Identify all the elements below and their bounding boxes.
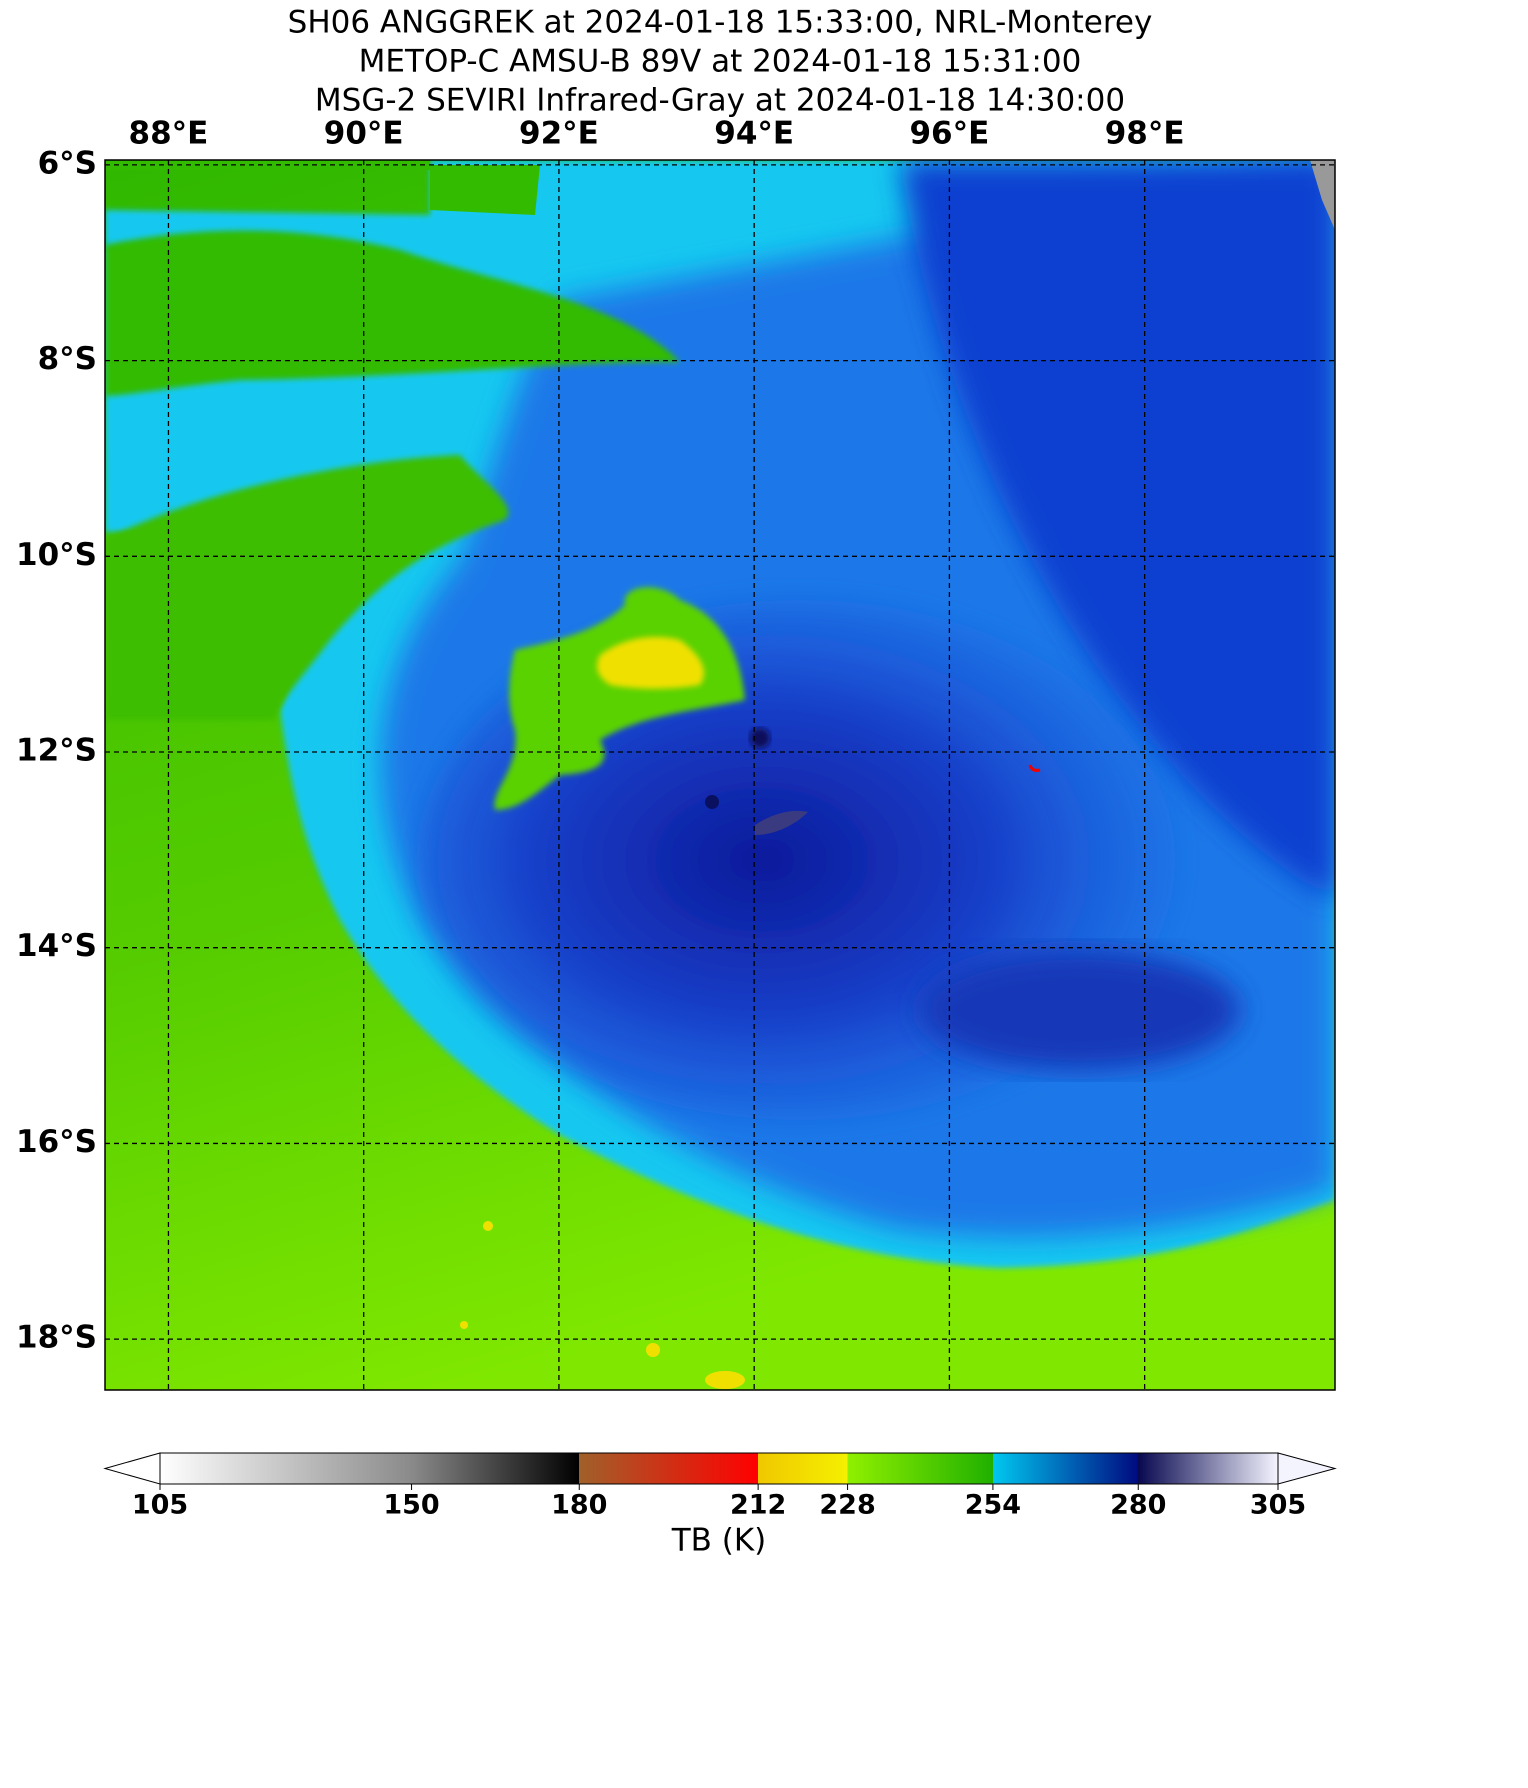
colorbar-tick-label: 254: [965, 1490, 1021, 1521]
lon-tick-label: 98°E: [1105, 116, 1185, 152]
colorbar-tick-label: 228: [819, 1490, 875, 1521]
colorbar-label: TB (K): [671, 1523, 767, 1559]
lat-tick-label: 18°S: [16, 1320, 97, 1356]
colorbar-tick-label: 105: [132, 1490, 188, 1521]
lon-tick-label: 90°E: [324, 116, 404, 152]
colorbar-tick-label: 305: [1250, 1490, 1306, 1521]
lon-tick-label: 92°E: [519, 116, 599, 152]
lat-tick-label: 6°S: [38, 145, 97, 181]
lat-tick-label: 14°S: [16, 928, 97, 964]
title-line: SH06 ANGGREK at 2024-01-18 15:33:00, NRL…: [288, 5, 1153, 41]
titles: SH06 ANGGREK at 2024-01-18 15:33:00, NRL…: [288, 5, 1153, 119]
title-line: MSG-2 SEVIRI Infrared-Gray at 2024-01-18…: [315, 83, 1125, 119]
colorbar-tick-label: 150: [383, 1490, 439, 1521]
colorbar-tick-label: 280: [1110, 1490, 1166, 1521]
colorbar: 105 150 180 212 228 254 280 305 TB (K): [103, 1452, 1337, 1559]
lat-tick-label: 8°S: [38, 341, 97, 377]
colorbar-tick-label: 212: [730, 1490, 786, 1521]
colorbar-extend-low: [103, 1452, 161, 1485]
graticule: 88°E 90°E 92°E 94°E 96°E 98°E 6°S 8°S 10°S 12°S 14…: [16, 116, 1335, 1390]
lon-tick-label: 94°E: [714, 116, 794, 152]
lat-tick-label: 12°S: [16, 733, 97, 769]
satellite-image: [105, 160, 1335, 1390]
colorbar-scale: [159, 1452, 1279, 1485]
title-line: METOP-C AMSU-B 89V at 2024-01-18 15:31:0…: [359, 44, 1082, 80]
lat-tick-label: 16°S: [16, 1124, 97, 1160]
colorbar-tick-label: 180: [551, 1490, 607, 1521]
lon-tick-label: 88°E: [129, 116, 209, 152]
lon-tick-label: 96°E: [909, 116, 989, 152]
colorbar-extend-high: [1277, 1452, 1337, 1485]
map-frame: [104, 159, 1336, 1391]
lat-tick-label: 10°S: [16, 537, 97, 573]
